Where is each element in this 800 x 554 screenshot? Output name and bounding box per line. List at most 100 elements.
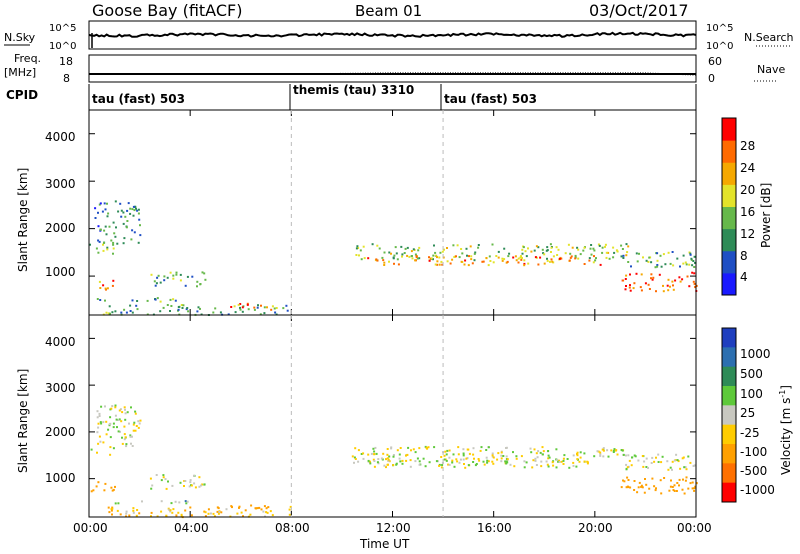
echo-cell [236, 512, 239, 515]
echo-cell [166, 304, 169, 306]
echo-cell [588, 257, 591, 260]
echo-cell [628, 459, 631, 462]
echo-cell [602, 449, 605, 452]
echo-cell [123, 433, 126, 436]
echo-cell [111, 284, 114, 287]
echo-cell [256, 306, 259, 309]
echo-cell [681, 278, 684, 281]
echo-cell [463, 263, 466, 266]
echo-cell [477, 246, 480, 249]
echo-cell [687, 455, 690, 458]
echo-cell [120, 311, 123, 314]
power-ylabel: Slant Range [km] [16, 168, 30, 272]
echo-cell [682, 456, 685, 459]
echo-cell [103, 241, 105, 244]
echo-cell [642, 465, 645, 468]
echo-cell [434, 251, 437, 254]
echo-cell [527, 247, 529, 250]
echo-cell [602, 455, 605, 458]
echo-cell [534, 459, 537, 462]
echo-cell [121, 442, 124, 445]
echo-cell [622, 279, 625, 282]
echo-cell [491, 454, 494, 457]
echo-cell [153, 280, 156, 283]
echo-cell [521, 257, 523, 259]
echo-cell [262, 510, 265, 513]
power-cb-tick-16: 16 [740, 205, 755, 219]
echo-cell [371, 243, 374, 246]
echo-cell [118, 418, 121, 421]
echo-cell [204, 278, 207, 281]
echo-cell [110, 486, 113, 489]
echo-cell [137, 420, 140, 423]
echo-cell [172, 508, 175, 511]
cpid-label: CPID [6, 88, 38, 102]
echo-cell [159, 300, 162, 303]
echo-cell [184, 480, 187, 482]
nave-tick-bottom: 0 [708, 72, 715, 85]
echo-cell [270, 308, 273, 311]
echo-cell [604, 245, 606, 248]
echo-cell [203, 483, 206, 486]
echo-cell [527, 262, 530, 265]
echo-cell [546, 249, 549, 252]
echo-cell [271, 514, 274, 517]
echo-cell [373, 450, 376, 453]
echo-cell [620, 244, 623, 247]
echo-cell [487, 446, 490, 449]
echo-cell [100, 422, 103, 425]
echo-cell [109, 446, 112, 449]
echo-cell [662, 284, 664, 287]
velocity-panel-frame [88, 314, 697, 518]
velocity-colorbar [722, 328, 736, 503]
echo-cell [621, 248, 624, 250]
echo-cell [121, 436, 123, 439]
echo-cell [644, 282, 647, 285]
echo-cell [92, 489, 95, 492]
echo-cell [434, 254, 437, 257]
echo-cell [167, 480, 169, 483]
echo-cell [114, 235, 117, 238]
echo-cell [672, 288, 675, 291]
echo-cell [214, 307, 217, 310]
echo-cell [682, 254, 685, 257]
echo-cell [382, 452, 385, 455]
freq-label: Freq. [14, 52, 41, 65]
echo-cell [624, 288, 627, 291]
echo-cell [111, 311, 114, 314]
echo-cell [96, 298, 99, 300]
echo-cell [103, 229, 106, 232]
echo-cell [244, 509, 247, 512]
echo-cell [137, 212, 140, 215]
echo-cell [622, 254, 625, 257]
echo-cell [691, 481, 694, 484]
echo-cell [97, 225, 100, 228]
echo-cell [541, 446, 544, 449]
echo-cell [428, 256, 430, 259]
echo-cell [263, 312, 266, 315]
echo-cell [436, 263, 439, 266]
echo-cell [194, 486, 197, 489]
echo-cell [177, 511, 180, 514]
echo-cell [693, 487, 696, 490]
echo-cell [157, 274, 160, 277]
echo-cell [128, 422, 130, 425]
echo-cell [439, 251, 442, 254]
echo-cell [670, 479, 672, 482]
noise-left-tick-top: 10^5 [49, 23, 76, 34]
echo-cell [688, 263, 691, 266]
echo-cell [94, 207, 97, 210]
echo-cell [532, 459, 535, 462]
cpid-segment-3: tau (fast) 503 [444, 92, 537, 106]
echo-cell [640, 273, 643, 276]
echo-cell [492, 261, 495, 264]
echo-cell [111, 507, 114, 510]
echo-cell [641, 486, 644, 489]
echo-cell [462, 454, 465, 457]
echo-cell [445, 453, 448, 456]
echo-cell [114, 200, 117, 203]
echo-cell [629, 273, 631, 276]
echo-cell [99, 287, 102, 289]
echo-cell [472, 461, 475, 463]
echo-cell [462, 448, 465, 451]
